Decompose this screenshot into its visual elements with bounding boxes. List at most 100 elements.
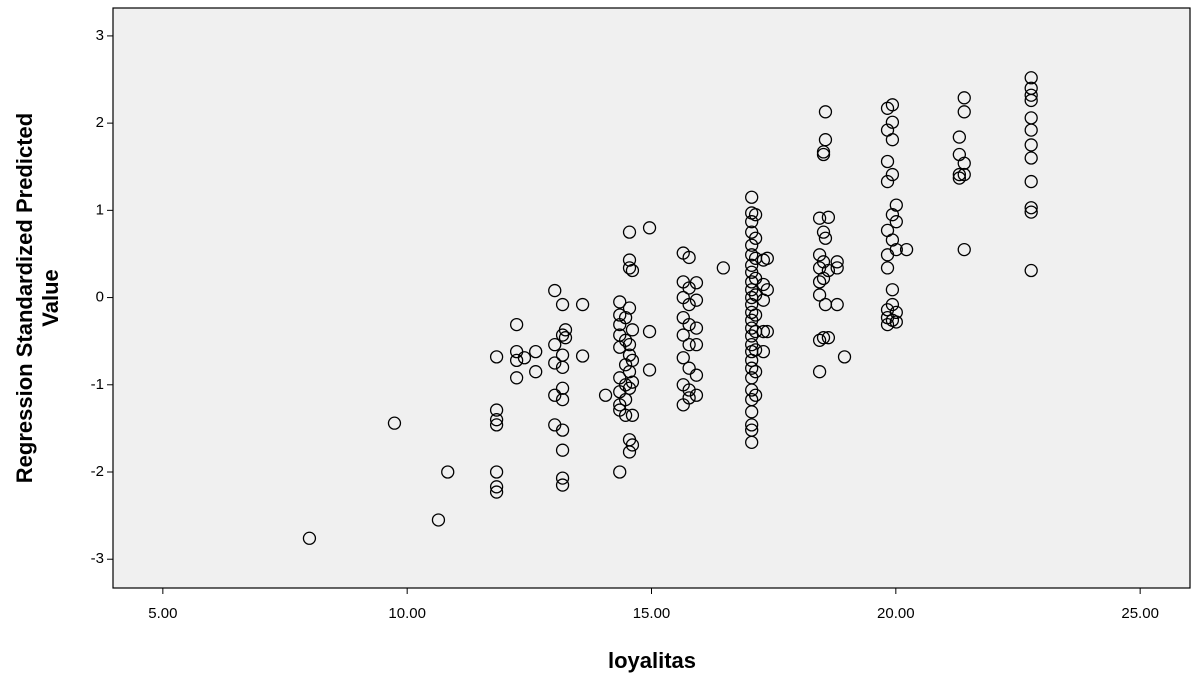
point <box>880 174 895 189</box>
point <box>682 317 696 332</box>
point <box>642 363 657 377</box>
point <box>1024 71 1038 85</box>
point <box>509 317 524 332</box>
point <box>889 215 903 229</box>
point <box>555 360 570 374</box>
point <box>558 331 573 345</box>
point <box>548 356 562 370</box>
points <box>302 71 1038 545</box>
point <box>625 375 640 389</box>
point <box>748 388 763 402</box>
point <box>431 513 446 527</box>
point <box>676 351 690 365</box>
x-tick-label: 20.00 <box>877 605 915 622</box>
y-axis-title: Value <box>38 269 63 326</box>
point <box>821 210 836 224</box>
point <box>889 198 903 212</box>
y-tick-label: 3 <box>96 27 104 44</box>
point <box>613 308 627 322</box>
point <box>1024 201 1038 215</box>
point <box>716 261 730 275</box>
point <box>880 317 895 332</box>
point <box>816 331 831 345</box>
point <box>748 208 763 222</box>
x-tick-label: 10.00 <box>388 605 426 622</box>
point <box>745 190 759 204</box>
point <box>756 344 771 359</box>
point <box>625 323 640 337</box>
x-tick-label: 25.00 <box>1121 605 1159 622</box>
point <box>745 329 759 343</box>
point <box>1024 151 1038 165</box>
point <box>745 405 759 419</box>
point <box>682 250 696 265</box>
point <box>748 343 763 357</box>
point <box>745 248 759 262</box>
point <box>622 253 637 267</box>
point <box>880 154 895 169</box>
point <box>818 231 833 245</box>
point <box>745 435 759 449</box>
point <box>622 261 637 275</box>
point <box>575 349 590 363</box>
point <box>642 221 657 235</box>
point <box>622 381 637 395</box>
point <box>957 105 971 119</box>
y-axis-title: Regression Standardized Predicted <box>12 113 37 483</box>
point <box>1024 88 1038 102</box>
point <box>745 305 759 320</box>
point <box>745 361 759 375</box>
point <box>555 443 570 457</box>
point <box>1024 205 1038 219</box>
point <box>618 378 633 392</box>
point <box>618 358 633 372</box>
point <box>821 263 836 278</box>
point <box>622 301 637 315</box>
point <box>509 371 524 385</box>
point <box>816 225 831 239</box>
point <box>618 310 633 325</box>
point <box>880 261 895 275</box>
y-tick-label: 2 <box>96 114 104 131</box>
point <box>517 351 532 365</box>
point <box>816 147 831 162</box>
point <box>625 408 640 422</box>
x-axis-title: loyalitas <box>608 648 696 673</box>
point <box>957 167 971 182</box>
point <box>745 215 759 229</box>
point <box>748 365 763 379</box>
point <box>889 242 903 257</box>
point <box>302 531 317 545</box>
point <box>555 381 570 395</box>
point <box>529 344 543 359</box>
point <box>818 133 833 147</box>
x-tick-label: 5.00 <box>148 605 177 622</box>
point <box>748 231 763 245</box>
point <box>760 324 774 339</box>
point <box>889 305 903 320</box>
point <box>885 233 900 247</box>
point <box>889 315 903 329</box>
point <box>613 465 627 479</box>
point <box>489 418 504 432</box>
point <box>745 258 759 272</box>
point <box>885 297 900 312</box>
point <box>689 321 704 335</box>
point <box>760 283 774 297</box>
point <box>745 418 759 432</box>
point <box>555 297 570 312</box>
plot-frame <box>112 7 1191 589</box>
point <box>682 297 696 312</box>
point <box>558 323 573 337</box>
point <box>489 485 504 499</box>
point <box>441 465 455 479</box>
point <box>682 391 696 405</box>
point <box>885 115 900 129</box>
point <box>613 295 627 309</box>
point <box>489 465 504 479</box>
point <box>812 248 827 262</box>
point <box>745 321 759 335</box>
point <box>689 368 704 382</box>
point <box>625 438 640 452</box>
point <box>816 271 831 286</box>
